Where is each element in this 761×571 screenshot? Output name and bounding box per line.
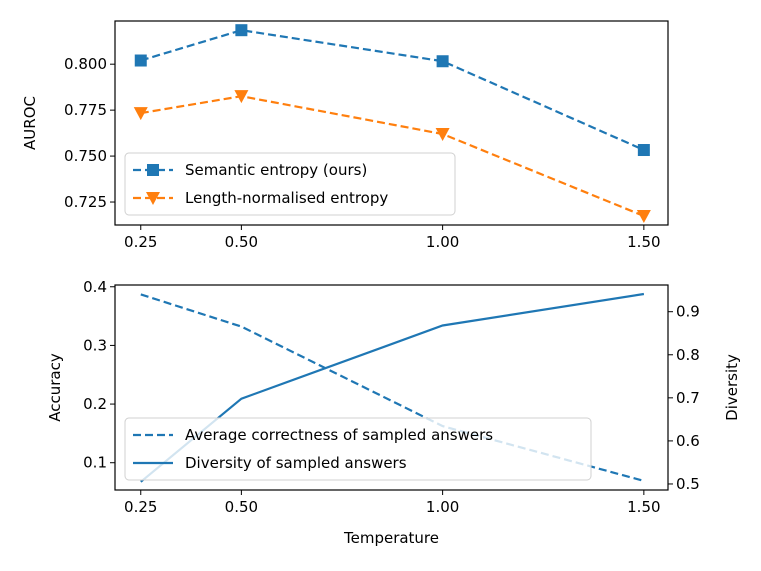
x-tick-label: 0.25 (124, 233, 157, 251)
data-point-triangle (636, 209, 651, 223)
legend: Semantic entropy (ours) Length-normalised… (124, 152, 456, 216)
x-tick-label: 0.25 (124, 498, 157, 516)
y-tick-label: 0.1 (83, 454, 107, 472)
legend-label: Diversity of sampled answers (185, 454, 407, 472)
auroc-chart: 0.25 0.50 1.00 1.50 0.725 0.750 0.775 0.800 AURO… (21, 20, 669, 251)
accuracy-diversity-chart: 0.25 0.50 1.00 1.50 0.1 0.2 0.3 0.4 0.5 0.6 0.7 0.8… (46, 278, 741, 547)
data-point-square (637, 144, 650, 157)
series-line-1 (140, 95, 645, 218)
axes-frame (114, 284, 669, 491)
y-right-tick-label: 0.8 (676, 346, 700, 364)
y-tick-label: 0.2 (83, 395, 107, 413)
y-right-tick-label: 0.6 (676, 432, 700, 450)
y-tick-label: 0.750 (64, 147, 107, 165)
data-point-triangle (234, 90, 249, 104)
x-axis-label: Temperature (343, 529, 439, 547)
legend-box (124, 417, 592, 481)
y-right-tick-label: 0.9 (676, 303, 700, 321)
axes-frame (114, 20, 669, 226)
data-point-square (134, 54, 147, 67)
x-tick-label: 1.50 (627, 498, 660, 516)
series-line-0 (140, 29, 645, 152)
x-tick-label: 1.00 (426, 498, 459, 516)
y-tick-label: 0.3 (83, 336, 107, 354)
y-axis-label: Accuracy (46, 353, 64, 422)
legend-marker-square (147, 164, 159, 176)
legend-box (124, 152, 456, 216)
legend-label: Length-normalised entropy (185, 189, 388, 207)
data-point-triangle (435, 128, 450, 142)
y-tick-label: 0.800 (64, 55, 107, 73)
y-tick-label: 0.775 (64, 101, 107, 119)
y-right-axis-label: Diversity (723, 354, 741, 421)
x-tick-label: 0.50 (225, 233, 258, 251)
y-tick-label: 0.725 (64, 193, 107, 211)
data-point-square (436, 55, 449, 68)
y-axis-label: AUROC (21, 96, 39, 150)
data-point-triangle (133, 107, 148, 121)
legend-marker-triangle (146, 192, 160, 205)
legend-label: Average correctness of sampled answers (185, 426, 493, 444)
y-right-tick-label: 0.7 (676, 389, 700, 407)
legend-label: Semantic entropy (ours) (185, 161, 367, 179)
y-right-tick-label: 0.5 (676, 475, 700, 493)
x-tick-label: 1.50 (627, 233, 660, 251)
x-tick-label: 1.00 (426, 233, 459, 251)
x-tick-label: 0.50 (225, 498, 258, 516)
legend: Average correctness of sampled answers Di… (124, 417, 592, 481)
data-point-square (235, 24, 248, 37)
y-tick-label: 0.4 (83, 278, 107, 296)
